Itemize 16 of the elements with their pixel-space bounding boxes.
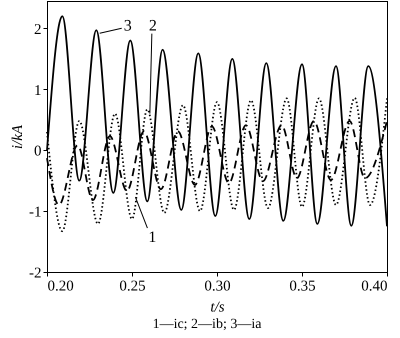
x-tick-label: 0.40 [361,278,388,294]
y-axis-title: i/kA [10,124,26,150]
y-tick-label: 2 [34,22,42,38]
y-tick-label: -1 [29,204,42,221]
x-tick-label: 0.25 [119,278,146,294]
annotation: 1 [148,229,156,246]
x-tick-label: 0.30 [204,278,231,294]
y-tick-label: 1 [34,82,42,99]
x-tick-label: 0.20 [48,278,74,294]
y-tick-label: -2 [29,266,42,282]
annotation: 3 [124,17,132,34]
text: 1—ic; 2—ib; 3—ia [152,317,262,332]
x-axis-title: t/s [210,300,225,316]
x-tick-label: 0.35 [289,278,316,294]
annotation: 2 [148,18,157,35]
y-tick-label: 0 [34,144,42,160]
